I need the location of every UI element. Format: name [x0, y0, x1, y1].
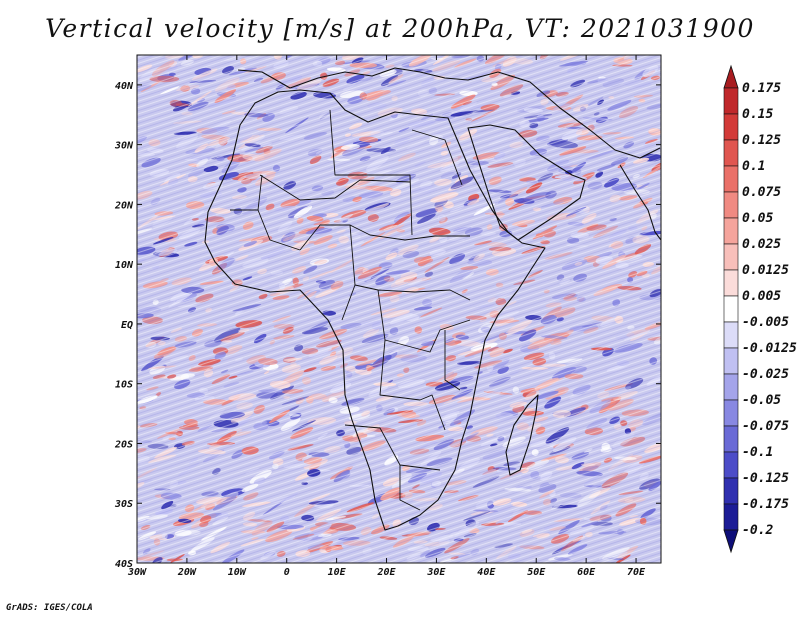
lat-tick-label: 20S [114, 439, 133, 450]
colorbar-bin [723, 425, 739, 453]
map-frame [136, 54, 662, 564]
colorbar-bin [723, 217, 739, 245]
colorbar-label: 0.1 [742, 159, 765, 174]
colorbar-bottom-triangle [723, 529, 739, 554]
africa-coastline [204, 89, 546, 531]
lon-tick-label: 30W [127, 567, 147, 578]
colorbar-label: -0.2 [742, 523, 773, 538]
colorbar-label: -0.025 [742, 367, 789, 382]
lon-tick-label: 40E [477, 567, 496, 578]
lon-tick-label: 10E [328, 567, 347, 578]
colorbar-bin [723, 165, 739, 193]
colorbar-label: -0.1 [742, 445, 773, 460]
colorbar-label: -0.005 [742, 315, 789, 330]
lat-tick-label: 20N [114, 200, 134, 211]
colorbar-label: 0.075 [742, 185, 781, 200]
colorbar-label: 0.025 [742, 237, 781, 252]
map-panel [137, 55, 661, 563]
lon-tick-label: 20W [177, 567, 197, 578]
colorbar-bin [723, 113, 739, 141]
lon-tick-label: 10W [228, 567, 247, 578]
coastlines-and-borders [204, 67, 661, 531]
lon-tick-label: 60E [577, 567, 596, 578]
colorbar-bin [723, 451, 739, 479]
lat-tick-label: 10N [115, 260, 134, 271]
colorbar-label: 0.15 [742, 107, 773, 122]
colorbar-bin [723, 347, 739, 375]
colorbar-bin [723, 269, 739, 297]
colorbar-label: 0.05 [742, 211, 773, 226]
colorbar-top-triangle [723, 64, 739, 89]
colorbar-bin [723, 295, 739, 323]
lon-tick-label: 30E [426, 567, 446, 578]
india-coast [619, 164, 661, 241]
middle-east-coast [497, 71, 661, 159]
map-title: Vertical velocity [m/s] at 200hPa, VT: 2… [45, 14, 755, 43]
lon-tick-label: 50E [527, 567, 546, 578]
colorbar-bin [723, 373, 739, 401]
lat-tick-label: 10S [115, 380, 133, 391]
colorbar-bin [723, 399, 739, 427]
lat-tick-label: EQ [121, 320, 133, 331]
europe-coast [237, 67, 499, 89]
field-texture [137, 55, 661, 563]
colorbar-label: 0.0125 [742, 263, 789, 278]
lon-tick-label: 0 [284, 567, 290, 578]
colorbar: 0.175 0.15 0.125 0.1 0.075 0.05 0.025 0.0125 0.0… [723, 64, 797, 554]
colorbar-bin [723, 139, 739, 167]
national-borders [230, 109, 471, 511]
colorbar-bin [723, 503, 739, 531]
axis-ticks: 30W 20W 10W 0 10E 20E 30E 40E 50E 60E 70E 40N 30N 20N… [114, 55, 661, 578]
colorbar-bin [723, 321, 739, 349]
lon-tick-label: 70E [627, 567, 646, 578]
colorbar-label: -0.125 [742, 471, 789, 486]
colorbar-label: 0.175 [742, 81, 781, 96]
arabian-peninsula [467, 124, 586, 241]
colorbar-bin [723, 477, 739, 505]
colorbar-label: 0.125 [742, 133, 781, 148]
colorbar-label: -0.05 [742, 393, 781, 408]
lat-tick-label: 30N [114, 141, 134, 152]
lon-tick-label: 20E [376, 567, 396, 578]
lat-tick-label: 40N [115, 81, 134, 92]
colorbar-bin [723, 87, 739, 115]
madagascar [505, 394, 539, 476]
colorbar-bin [723, 243, 739, 271]
colorbar-label: 0.005 [742, 289, 781, 304]
colorbar-label: -0.175 [742, 497, 789, 512]
colorbar-bin [723, 191, 739, 219]
lat-tick-label: 30S [114, 499, 133, 510]
colorbar-label: -0.075 [742, 419, 789, 434]
grads-credit: GrADS: IGES/COLA [6, 603, 93, 613]
colorbar-label: -0.0125 [742, 341, 797, 356]
lat-tick-label: 40S [115, 559, 133, 570]
